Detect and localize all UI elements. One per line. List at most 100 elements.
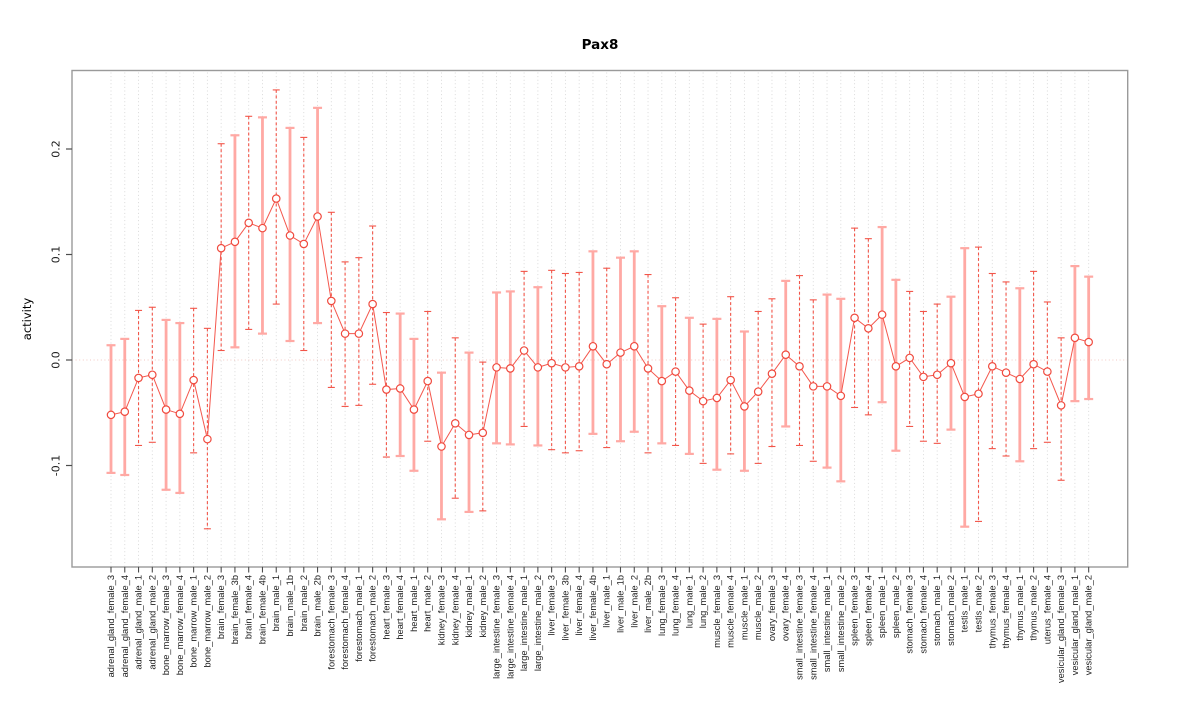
data-point bbox=[932, 370, 942, 380]
x-tick-label: brain_male_1b bbox=[285, 575, 295, 637]
x-tick-label: thymus_male_1 bbox=[1015, 575, 1025, 641]
data-point bbox=[740, 402, 749, 411]
x-tick-label: adrenal_gland_male_1 bbox=[134, 575, 144, 670]
x-tick-label: vesicular_gland_male_1 bbox=[1070, 575, 1080, 675]
x-tick-label: lung_female_3 bbox=[657, 575, 667, 636]
x-tick-label: heart_female_4 bbox=[395, 575, 405, 640]
x-tick-label: kidney_male_2 bbox=[478, 575, 488, 638]
data-point bbox=[423, 376, 433, 386]
data-point bbox=[382, 385, 391, 394]
data-point bbox=[1029, 359, 1038, 369]
data-point bbox=[161, 405, 171, 414]
data-point bbox=[822, 382, 832, 391]
x-tick-label: liver_female_3 bbox=[547, 575, 557, 635]
x-tick-label: thymus_female_3 bbox=[987, 575, 997, 648]
data-point bbox=[409, 405, 419, 414]
data-point bbox=[671, 367, 680, 376]
data-point bbox=[134, 373, 143, 383]
x-tick-label: spleen_male_2 bbox=[891, 575, 901, 638]
data-point bbox=[946, 358, 956, 368]
x-tick-label: small_intestine_female_4 bbox=[808, 575, 818, 680]
x-tick-label: muscle_male_1 bbox=[739, 575, 749, 640]
x-tick-label: brain_female_4b bbox=[257, 575, 267, 644]
x-tick-label: brain_female_4 bbox=[244, 575, 254, 639]
data-point bbox=[616, 348, 625, 357]
x-tick-label: ovary_female_4 bbox=[781, 575, 791, 641]
data-point bbox=[712, 393, 722, 403]
x-tick-label: brain_male_2 bbox=[299, 575, 309, 631]
data-point bbox=[327, 296, 336, 306]
y-tick-label: 0.2 bbox=[50, 140, 63, 158]
trend-line bbox=[110, 197, 1089, 448]
data-point bbox=[464, 430, 474, 440]
data-point bbox=[905, 353, 914, 363]
x-tick-label: spleen_female_3 bbox=[850, 575, 860, 646]
data-point bbox=[574, 362, 584, 371]
data-point bbox=[588, 341, 598, 351]
x-tick-label: large_intestine_male_1 bbox=[519, 575, 529, 671]
data-point bbox=[974, 389, 983, 399]
data-point bbox=[299, 239, 309, 249]
data-point bbox=[891, 362, 901, 371]
x-tick-label: ovary_female_3 bbox=[767, 575, 777, 641]
x-tick-label: thymus_male_2 bbox=[1029, 575, 1039, 641]
x-tick-label: liver_female_3b bbox=[560, 575, 570, 641]
data-point bbox=[506, 364, 515, 373]
x-tick-label: liver_male_1 bbox=[602, 575, 612, 628]
data-point bbox=[203, 434, 212, 444]
data-point bbox=[258, 223, 267, 233]
x-tick-label: uterus_female_4 bbox=[1042, 575, 1052, 644]
x-tick-label: forestomach_female_3 bbox=[326, 575, 336, 670]
x-tick-label: lung_female_4 bbox=[671, 575, 681, 636]
x-tick-label: vesicular_gland_female_3 bbox=[1056, 575, 1066, 683]
data-point bbox=[340, 329, 350, 338]
x-tick-label: bone_marrow_male_2 bbox=[202, 575, 212, 668]
x-tick-label: liver_female_4b bbox=[588, 575, 598, 641]
data-point bbox=[987, 362, 997, 371]
data-point bbox=[960, 392, 970, 402]
data-point bbox=[808, 382, 818, 391]
y-axis: -0.1 0.0 0.1 0.2 bbox=[50, 140, 72, 476]
data-point bbox=[877, 310, 887, 319]
data-point bbox=[643, 364, 653, 373]
error-bars bbox=[106, 89, 1094, 530]
data-point bbox=[395, 384, 405, 393]
data-point bbox=[850, 313, 859, 323]
data-point bbox=[120, 407, 130, 416]
data-point bbox=[919, 372, 928, 382]
x-tick-label: testis_male_1 bbox=[960, 575, 970, 632]
data-point bbox=[437, 442, 446, 451]
x-tick-label: muscle_male_2 bbox=[753, 575, 763, 640]
data-point bbox=[864, 324, 873, 333]
data-point bbox=[781, 350, 791, 360]
x-tick-label: vesicular_gland_male_2 bbox=[1084, 575, 1094, 675]
x-tick-label: liver_male_2 bbox=[629, 575, 639, 628]
data-point bbox=[271, 194, 281, 203]
data-point bbox=[354, 329, 364, 338]
x-tick-label: stomach_male_1 bbox=[932, 575, 942, 646]
data-point bbox=[533, 363, 543, 372]
data-point bbox=[1015, 374, 1025, 384]
data-point bbox=[189, 375, 198, 385]
x-tick-label: large_intestine_male_2 bbox=[533, 575, 543, 671]
data-point bbox=[216, 243, 226, 253]
data-point bbox=[478, 428, 488, 438]
data-point bbox=[148, 370, 157, 380]
x-gridlines bbox=[110, 72, 1090, 567]
x-tick-label: brain_female_3 bbox=[216, 575, 226, 639]
data-point bbox=[753, 387, 763, 396]
x-tick-label: liver_male_1b bbox=[615, 575, 625, 633]
plot-box bbox=[71, 69, 1129, 568]
x-tick-label: brain_female_3b bbox=[230, 575, 240, 644]
x-tick-label: large_intestine_female_3 bbox=[492, 575, 502, 679]
data-point bbox=[230, 237, 240, 247]
data-point bbox=[1070, 333, 1080, 343]
x-tick-label: bone_marrow_male_1 bbox=[189, 575, 199, 668]
x-tick-label: lung_male_1 bbox=[684, 575, 694, 628]
x-tick-label: liver_female_4 bbox=[574, 575, 584, 635]
x-tick-label: stomach_female_4 bbox=[918, 575, 928, 654]
x-tick-label: heart_male_2 bbox=[423, 575, 433, 632]
data-points bbox=[106, 194, 1093, 451]
data-point bbox=[106, 410, 116, 420]
